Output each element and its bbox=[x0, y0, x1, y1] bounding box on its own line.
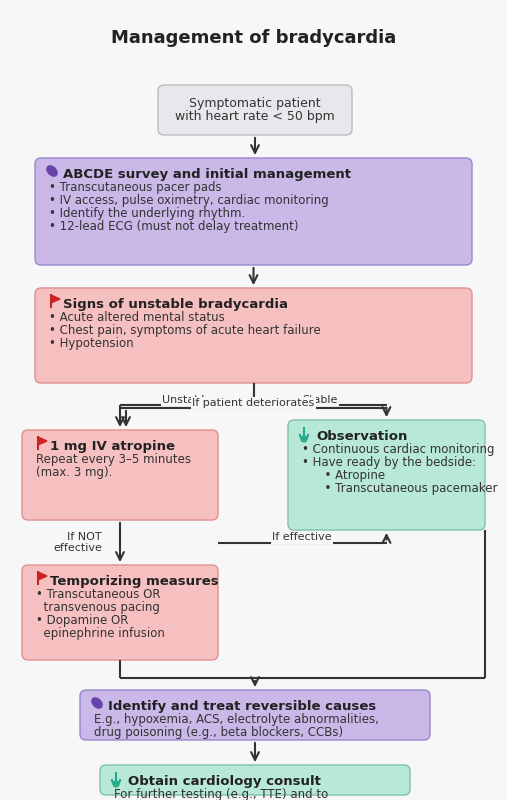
Ellipse shape bbox=[47, 166, 57, 176]
Text: Identify and treat reversible causes: Identify and treat reversible causes bbox=[108, 700, 376, 713]
Text: Unstable: Unstable bbox=[162, 395, 211, 405]
Text: • Identify the underlying rhythm.: • Identify the underlying rhythm. bbox=[49, 207, 245, 220]
Text: • Atropine: • Atropine bbox=[302, 469, 385, 482]
Text: • Chest pain, symptoms of acute heart failure: • Chest pain, symptoms of acute heart fa… bbox=[49, 324, 321, 337]
Polygon shape bbox=[38, 572, 47, 580]
Ellipse shape bbox=[92, 698, 102, 708]
Text: • Hypotension: • Hypotension bbox=[49, 337, 134, 350]
Text: 1 mg IV atropine: 1 mg IV atropine bbox=[50, 440, 175, 453]
FancyBboxPatch shape bbox=[22, 565, 218, 660]
Text: • Transcutaneous OR: • Transcutaneous OR bbox=[36, 588, 161, 601]
FancyBboxPatch shape bbox=[100, 765, 410, 795]
Text: Management of bradycardia: Management of bradycardia bbox=[111, 29, 396, 47]
Text: • Continuous cardiac monitoring: • Continuous cardiac monitoring bbox=[302, 442, 494, 456]
Polygon shape bbox=[38, 437, 47, 445]
Text: (max. 3 mg).: (max. 3 mg). bbox=[36, 466, 113, 479]
Text: E.g., hypoxemia, ACS, electrolyte abnormalities,: E.g., hypoxemia, ACS, electrolyte abnorm… bbox=[94, 713, 379, 726]
Text: transvenous pacing: transvenous pacing bbox=[36, 601, 160, 614]
FancyBboxPatch shape bbox=[158, 85, 352, 135]
Text: • Have ready by the bedside:: • Have ready by the bedside: bbox=[302, 456, 476, 469]
Text: • IV access, pulse oximetry, cardiac monitoring: • IV access, pulse oximetry, cardiac mon… bbox=[49, 194, 329, 207]
Text: • Transcutaneous pacer pads: • Transcutaneous pacer pads bbox=[49, 181, 222, 194]
FancyBboxPatch shape bbox=[80, 690, 430, 740]
Text: Symptomatic patient: Symptomatic patient bbox=[189, 97, 321, 110]
Text: For further testing (e.g., TTE) and to: For further testing (e.g., TTE) and to bbox=[114, 788, 328, 800]
FancyBboxPatch shape bbox=[22, 430, 218, 520]
Text: If patient deteriorates: If patient deteriorates bbox=[192, 398, 314, 408]
Text: • Dopamine OR: • Dopamine OR bbox=[36, 614, 128, 627]
FancyBboxPatch shape bbox=[35, 158, 472, 265]
Text: Signs of unstable bradycardia: Signs of unstable bradycardia bbox=[63, 298, 288, 311]
FancyBboxPatch shape bbox=[35, 288, 472, 383]
Text: Repeat every 3–5 minutes: Repeat every 3–5 minutes bbox=[36, 453, 191, 466]
Text: with heart rate < 50 bpm: with heart rate < 50 bpm bbox=[175, 110, 335, 123]
Text: • Acute altered mental status: • Acute altered mental status bbox=[49, 310, 225, 324]
Text: • Transcutaneous pacemaker: • Transcutaneous pacemaker bbox=[302, 482, 497, 495]
Text: Observation: Observation bbox=[316, 430, 408, 443]
Text: ABCDE survey and initial management: ABCDE survey and initial management bbox=[63, 168, 351, 181]
Text: epinephrine infusion: epinephrine infusion bbox=[36, 627, 165, 640]
Polygon shape bbox=[51, 295, 60, 303]
Text: • 12-lead ECG (must not delay treatment): • 12-lead ECG (must not delay treatment) bbox=[49, 220, 299, 234]
Text: Temporizing measures: Temporizing measures bbox=[50, 575, 219, 588]
Text: If effective: If effective bbox=[272, 533, 332, 542]
Text: drug poisoning (e.g., beta blockers, CCBs): drug poisoning (e.g., beta blockers, CCB… bbox=[94, 726, 343, 739]
Text: Obtain cardiology consult: Obtain cardiology consult bbox=[128, 775, 321, 788]
FancyBboxPatch shape bbox=[288, 420, 485, 530]
Text: Stable: Stable bbox=[302, 395, 338, 405]
Text: If NOT
effective: If NOT effective bbox=[53, 532, 102, 554]
